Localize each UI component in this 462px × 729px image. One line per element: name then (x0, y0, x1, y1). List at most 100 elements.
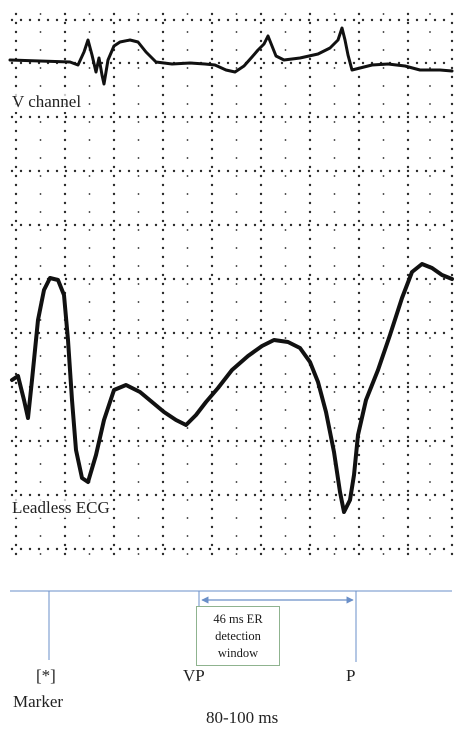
grid-dot (357, 309, 361, 313)
grid-dot (298, 493, 302, 497)
grid-dot (259, 273, 263, 277)
grid-dot (262, 493, 266, 497)
grid-dot (88, 13, 91, 15)
grid-dot (14, 255, 18, 259)
grid-dot (73, 547, 77, 551)
grid-dot (450, 183, 454, 187)
grid-dot (210, 192, 214, 196)
grid-dot (14, 471, 18, 475)
grid-dot (406, 21, 410, 25)
grid-dot (343, 61, 347, 65)
grid-dot (64, 547, 68, 551)
grid-dot (210, 507, 214, 511)
grid-dot (262, 169, 266, 173)
grid-dot (298, 61, 302, 65)
grid-dot (406, 18, 410, 22)
grid-dot (112, 228, 116, 232)
grid-dot (280, 115, 284, 119)
grid-dot (361, 439, 365, 443)
grid-dot (382, 265, 385, 267)
grid-dot (388, 223, 392, 227)
grid-dot (429, 121, 431, 123)
grid-dot (186, 211, 189, 213)
grid-dot (308, 453, 312, 457)
grid-dot (19, 115, 23, 119)
grid-dot (450, 318, 454, 322)
grid-dot (361, 223, 365, 227)
grid-dot (370, 277, 374, 281)
grid-dot (370, 547, 374, 551)
grid-dot (325, 223, 329, 227)
grid-dot (259, 309, 263, 313)
grid-dot (210, 498, 214, 502)
grid-dot (112, 336, 116, 340)
grid-dot (450, 111, 454, 115)
marker-label: Marker (13, 692, 64, 711)
grid-dot (161, 192, 165, 196)
grid-dot (333, 517, 336, 519)
grid-dot (210, 111, 214, 115)
grid-dot (14, 183, 18, 187)
grid-dot (127, 18, 131, 22)
grid-dot (280, 439, 284, 443)
grid-dot (450, 165, 454, 169)
grid-dot (137, 355, 140, 357)
grid-dot (284, 85, 287, 87)
grid-dot (28, 61, 32, 65)
grid-dot (308, 237, 312, 241)
grid-dot (208, 115, 212, 119)
grid-dot (259, 363, 263, 367)
grid-dot (181, 169, 185, 173)
grid-dot (424, 115, 428, 119)
grid-dot (433, 18, 437, 22)
grid-dot (14, 552, 18, 556)
grid-dot (112, 444, 116, 448)
grid-dot (370, 169, 374, 173)
grid-dot (63, 543, 67, 547)
grid-dot (190, 331, 194, 335)
grid-dot (88, 31, 91, 33)
grid-dot (14, 210, 18, 214)
grid-dot (271, 439, 275, 443)
grid-dot (271, 169, 275, 173)
grid-dot (406, 489, 410, 493)
grid-dot (357, 255, 361, 259)
grid-dot (39, 157, 42, 159)
grid-dot (118, 61, 122, 65)
grid-dot (14, 12, 18, 16)
grid-dot (226, 61, 230, 65)
grid-dot (161, 372, 165, 376)
grid-dot (244, 547, 248, 551)
grid-dot (259, 111, 263, 115)
grid-dot (127, 61, 131, 65)
grid-dot (429, 445, 431, 447)
timeline (10, 590, 452, 662)
grid-dot (210, 462, 214, 466)
grid-dot (145, 493, 149, 497)
grid-dot (450, 417, 454, 421)
grid-dot (450, 210, 454, 214)
grid-dot (136, 547, 140, 551)
grid-dot (199, 115, 203, 119)
grid-dot (271, 331, 275, 335)
grid-dot (406, 462, 410, 466)
grid-dot (161, 102, 165, 106)
grid-dot (210, 525, 214, 529)
grid-dot (88, 85, 91, 87)
grid-dot (357, 390, 361, 394)
grid-dot (14, 75, 18, 79)
grid-dot (161, 318, 165, 322)
grid-dot (406, 426, 410, 430)
grid-dot (163, 169, 167, 173)
grid-dot (88, 445, 91, 447)
grid-dot (161, 201, 165, 205)
grid-dot (109, 439, 113, 443)
grid-dot (307, 277, 311, 281)
grid-dot (357, 165, 361, 169)
grid-dot (14, 120, 18, 124)
grid-dot (161, 219, 165, 223)
grid-dot (210, 327, 214, 331)
grid-dot (382, 103, 385, 105)
grid-dot (397, 169, 401, 173)
grid-dot (10, 385, 14, 389)
